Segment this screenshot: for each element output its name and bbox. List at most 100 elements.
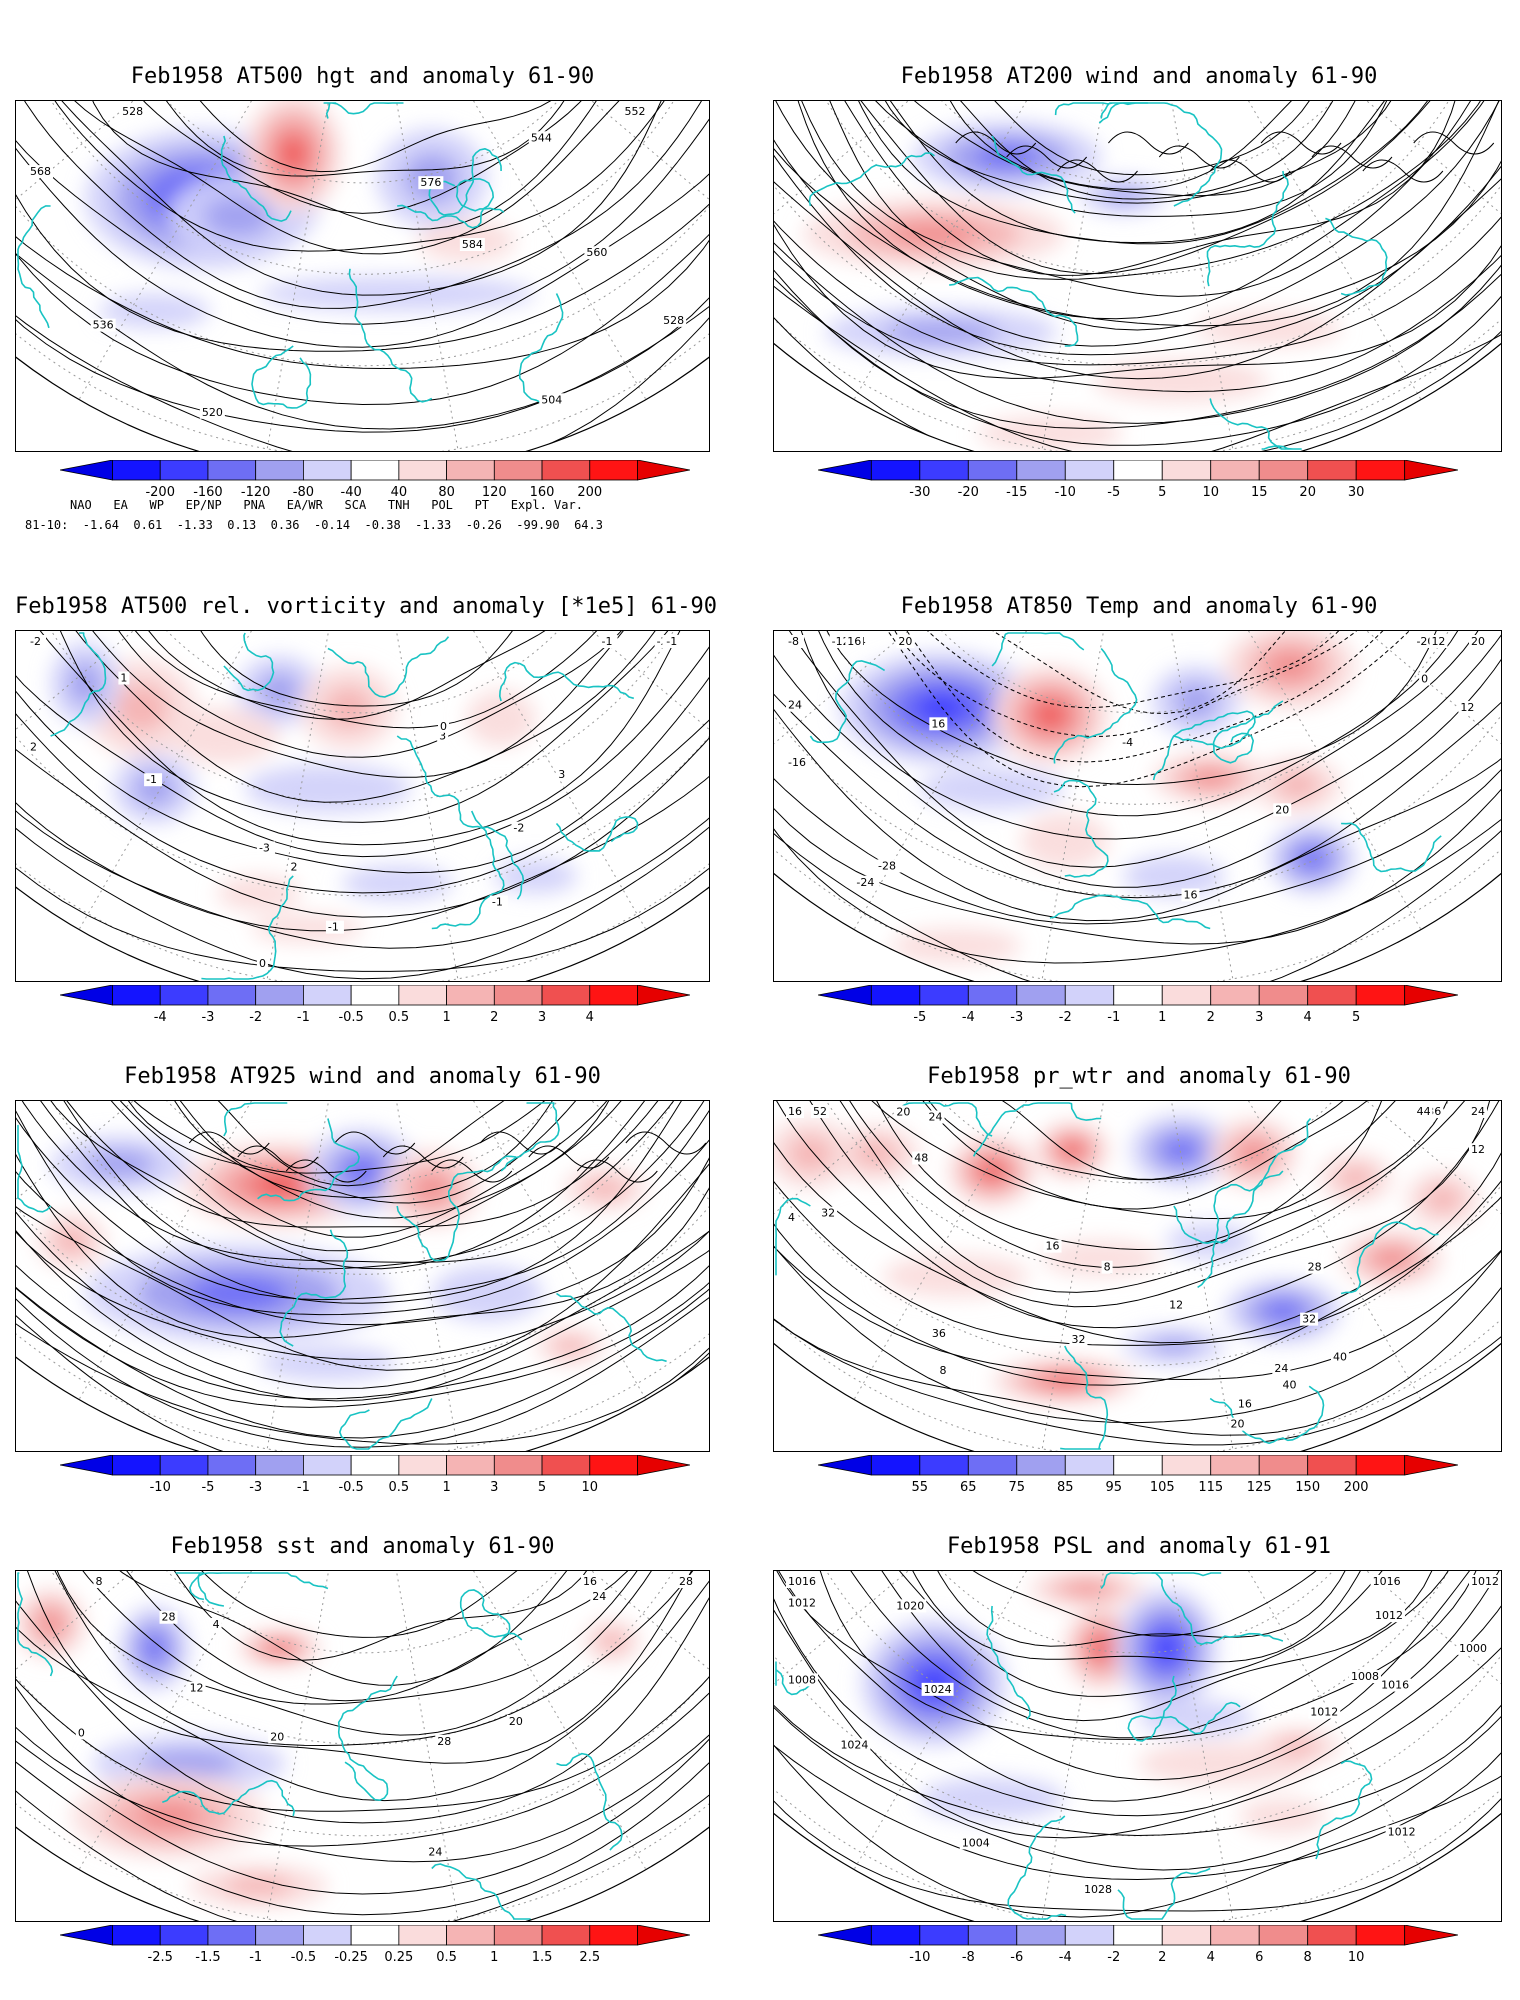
contour-line [779,101,1501,275]
contour-label: 1012 [788,1596,816,1609]
colorbar-tick-label: 3 [1255,1010,1263,1025]
colorbar-tick-label: -0.25 [334,1950,368,1965]
anomaly-blob [344,1157,381,1185]
colorbar-tick-label: 3 [490,1480,498,1495]
contour-label-bg [1469,1105,1487,1118]
contour-line [774,1101,1501,1346]
contour-label-bg [1308,1705,1341,1719]
colorbar-tick-label: -200 [145,485,175,500]
coastline [1197,1170,1284,1289]
streamline [576,1159,658,1183]
contour-line [16,631,709,858]
contour-label-bg [199,405,225,419]
map-frame: 1016102410121020100810041000102810081004… [773,1570,1502,1922]
contour-line [16,101,709,430]
colorbar-swatch [493,1454,543,1476]
colorbar-tick-label: 4 [586,1010,594,1025]
anomaly-blob [140,1749,238,1778]
colorbar-tick-label: -30 [909,485,930,500]
coastline [327,636,450,698]
colorbar-swatch [255,1454,304,1476]
colorbar-tick-label: 85 [1057,1480,1074,1495]
coastline [50,632,107,737]
map-frame: 504 520 528 536 544 552 560 568 576 584 528 [15,100,710,452]
contour-label: 20 [270,1730,284,1743]
contour-label: 1008 [1351,1670,1379,1683]
contour-label: -1 [146,773,157,786]
contour-label: 28 [437,1735,451,1748]
contour-label: -2 [513,822,524,835]
contour-label: 3 [439,730,446,743]
contour-label-bg [1419,672,1431,686]
colorbar-swatch [1113,1924,1163,1946]
colorbar-swatch [350,1454,400,1476]
contour-label: 1016 [788,1575,816,1588]
colorbar-svg: 55 65 75 85 95 105 115 125 150 200 [817,1454,1459,1495]
contour-label-bg [528,131,554,145]
coastline [397,178,505,229]
colorbar-arrow-right [1404,1924,1459,1946]
anomaly-blob [1093,360,1269,402]
colorbar-swatch [1064,984,1115,1006]
contour-label: 12 [1169,1298,1183,1311]
contour-line [774,631,1501,925]
contour-label: 1020 [896,1599,924,1612]
contour-label: 3 [558,768,565,781]
colorbar-tick-label: -3 [249,1480,262,1495]
contour-line [16,1101,709,1448]
contour-line [16,1571,709,1824]
anomaly-blob [788,1136,833,1171]
contour-label: 1024 [924,1683,952,1696]
contour-label-bg [1469,635,1487,648]
contour-line [16,631,709,980]
panel-prwtr: Feb1958 pr_wtr and anomaly 61-90 16 20 24 5… [773,1060,1505,1500]
contour-label-bg [1456,1641,1489,1655]
contour-line [774,1571,1501,1781]
colorbar-swatch [112,984,161,1006]
map-svg [16,1101,709,1451]
anomaly-blob [1263,1300,1303,1322]
contour-label-bg [426,1845,445,1859]
anomaly-blob [258,1346,398,1381]
streamline [625,1131,707,1155]
contour-label-bg [1330,1350,1349,1364]
anomaly-blob [919,1777,1065,1820]
contour-line [796,631,1485,786]
contour-label-bg [664,635,683,648]
contour-label-bg [90,318,116,332]
contour-line [774,101,1501,379]
colorbar-swatch [1064,459,1115,481]
colorbar-arrow-right [637,459,691,481]
contour-label-bg [1101,1260,1113,1274]
contour-label-bg [1280,1378,1299,1392]
colorbar-swatch [493,459,543,481]
contour-label-bg [489,895,508,909]
colorbar-tick-label: 115 [1198,1480,1223,1495]
coastline [396,735,525,900]
contour-label-bg [435,1734,454,1748]
colorbar-tick-label: 5 [538,1480,546,1495]
anomaly-blob [99,293,211,329]
panel-title: Feb1958 AT925 wind and anomaly 61-90 [124,1064,601,1089]
colorbar-swatch [1016,1454,1066,1476]
colorbar-swatch [1016,984,1066,1006]
contour-label-bg [93,1575,105,1588]
anomaly-blob [1148,1337,1200,1355]
contour-label-bg [894,1105,913,1119]
anomaly-blob [281,138,306,169]
contour-label: -1 [666,635,677,648]
contour-label-bg [1181,888,1200,902]
contour-line [774,1101,1481,1268]
colorbar-tick-label: 120 [482,485,507,500]
colorbar-swatch [919,1454,969,1476]
coastline [348,268,433,403]
colorbar-swatch [1355,459,1406,481]
streamline [1158,145,1240,169]
contour-label-bg [786,1575,818,1588]
contour-line [798,101,1470,245]
colorbar-swatch [303,459,352,481]
colorbar-tick-label: 1 [442,1010,450,1025]
contour-line [16,1571,709,1747]
colorbar-tick-label: -15 [1006,485,1027,500]
